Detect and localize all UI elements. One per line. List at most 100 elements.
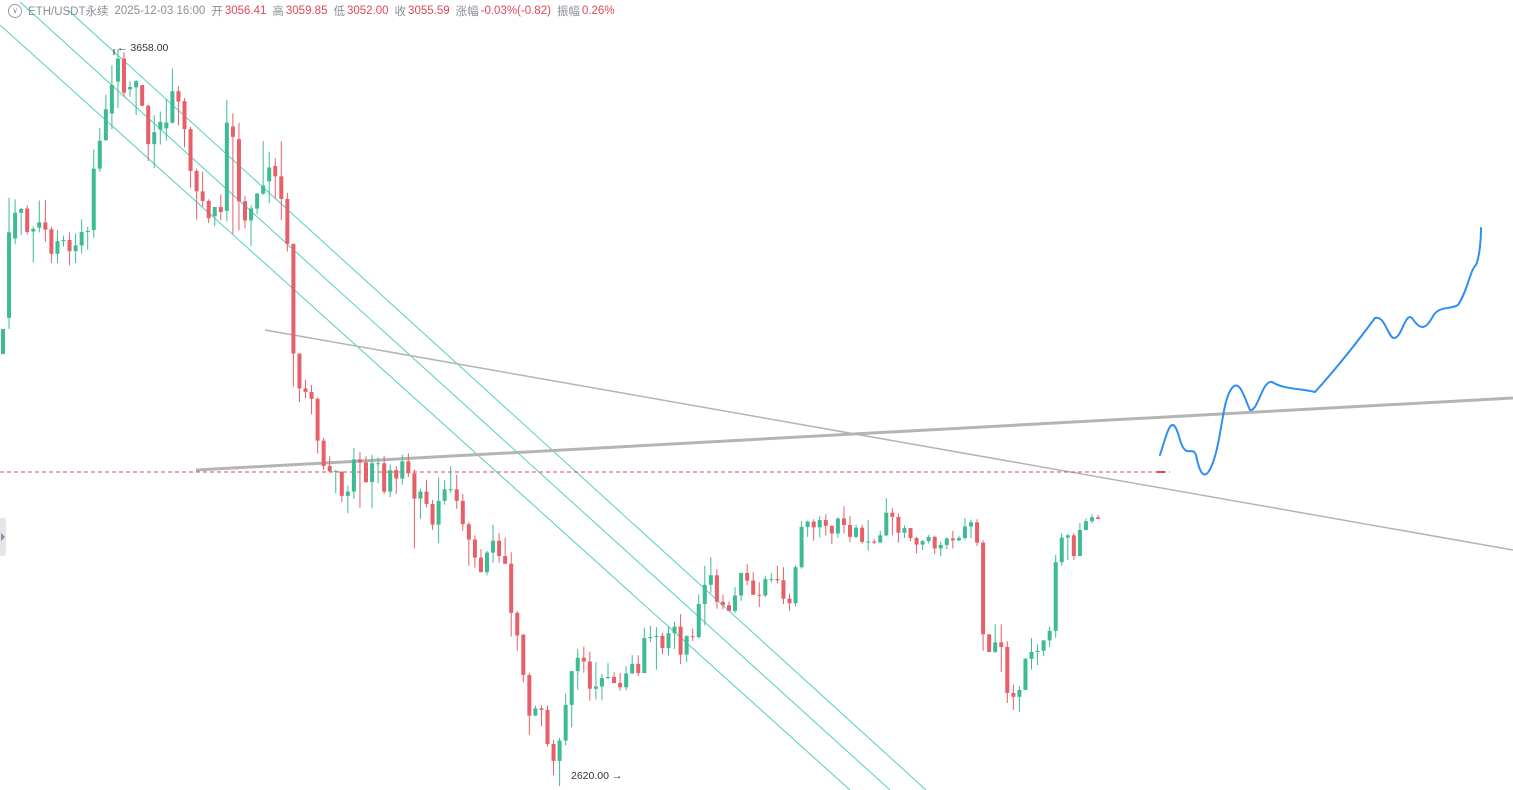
candle-body[interactable] <box>539 708 544 710</box>
candle-body[interactable] <box>273 165 278 177</box>
candle-body[interactable] <box>1083 521 1088 530</box>
candle-body[interactable] <box>624 673 629 688</box>
candle-body[interactable] <box>636 663 641 674</box>
forecast-path[interactable] <box>1159 227 1482 476</box>
candle-body[interactable] <box>938 544 943 549</box>
candle-body[interactable] <box>763 579 768 596</box>
candle-body[interactable] <box>1047 630 1052 641</box>
candle-body[interactable] <box>575 657 580 672</box>
candle-body[interactable] <box>309 391 314 399</box>
candle-body[interactable] <box>73 245 78 252</box>
candle-body[interactable] <box>122 58 126 93</box>
candle-body[interactable] <box>424 491 429 504</box>
candle-body[interactable] <box>436 500 441 525</box>
candle-body[interactable] <box>357 459 362 463</box>
candle-body[interactable] <box>128 86 133 90</box>
candle-body[interactable] <box>581 657 586 662</box>
candle-body[interactable] <box>999 642 1004 647</box>
candle-body[interactable] <box>140 85 145 106</box>
candle-body[interactable] <box>787 598 792 604</box>
candle-body[interactable] <box>878 535 883 543</box>
candle-body[interactable] <box>630 663 635 674</box>
candle-body[interactable] <box>642 638 647 674</box>
candle-body[interactable] <box>194 170 199 192</box>
candle-body[interactable] <box>1 329 5 354</box>
candle-body[interactable] <box>243 201 247 221</box>
candle-body[interactable] <box>1065 535 1070 538</box>
candle-body[interactable] <box>134 81 139 88</box>
candle-body[interactable] <box>303 388 308 392</box>
candle-body[interactable] <box>224 122 229 211</box>
candle-body[interactable] <box>757 594 762 596</box>
candle-body[interactable] <box>557 740 562 761</box>
candle-body[interactable] <box>212 207 217 217</box>
candle-body[interactable] <box>291 243 296 354</box>
candle-body[interactable] <box>182 101 187 130</box>
candle-body[interactable] <box>497 540 502 557</box>
candle-body[interactable] <box>569 671 574 705</box>
candle-body[interactable] <box>25 208 30 232</box>
candle-body[interactable] <box>109 85 114 114</box>
candle-body[interactable] <box>654 635 659 637</box>
candle-body[interactable] <box>327 465 332 472</box>
candle-body[interactable] <box>678 626 683 655</box>
candle-body[interactable] <box>1029 651 1034 659</box>
candle-series[interactable] <box>1 49 1101 787</box>
candle-body[interactable] <box>297 353 302 389</box>
candle-body[interactable] <box>829 525 834 534</box>
candle-body[interactable] <box>400 461 405 479</box>
candle-body[interactable] <box>944 538 949 545</box>
candle-body[interactable] <box>79 231 84 246</box>
candle-body[interactable] <box>606 676 610 679</box>
candle-body[interactable] <box>872 541 877 543</box>
candle-body[interactable] <box>563 704 568 741</box>
candle-body[interactable] <box>503 556 508 564</box>
candle-body[interactable] <box>1023 658 1028 690</box>
candle-body[interactable] <box>146 105 151 145</box>
candle-body[interactable] <box>55 241 60 254</box>
candle-body[interactable] <box>339 471 344 496</box>
candle-body[interactable] <box>412 473 417 499</box>
candle-body[interactable] <box>684 636 689 655</box>
candle-body[interactable] <box>37 222 42 228</box>
candle-body[interactable] <box>835 518 840 534</box>
candle-body[interactable] <box>370 463 375 483</box>
candle-body[interactable] <box>13 212 18 239</box>
candle-body[interactable] <box>727 605 731 611</box>
candle-body[interactable] <box>969 522 973 527</box>
candle-body[interactable] <box>376 463 381 465</box>
candle-body[interactable] <box>666 633 671 649</box>
candle-body[interactable] <box>49 229 54 254</box>
candle-body[interactable] <box>811 521 816 528</box>
candle-body[interactable] <box>466 524 471 540</box>
candle-body[interactable] <box>478 557 483 573</box>
candle-body[interactable] <box>817 520 822 528</box>
candle-body[interactable] <box>908 528 913 539</box>
candle-body[interactable] <box>720 601 725 606</box>
candle-body[interactable] <box>485 552 489 573</box>
ascending-neckline[interactable] <box>195 396 1513 472</box>
candle-body[interactable] <box>690 636 695 638</box>
candle-body[interactable] <box>85 230 90 232</box>
descending-trendline[interactable] <box>264 329 1513 551</box>
candle-body[interactable] <box>515 612 520 636</box>
candle-body[interactable] <box>491 540 496 553</box>
candle-body[interactable] <box>1005 646 1010 693</box>
candle-body[interactable] <box>545 709 550 745</box>
candle-body[interactable] <box>315 398 320 441</box>
candle-body[interactable] <box>364 462 368 483</box>
candle-body[interactable] <box>394 470 399 479</box>
candle-body[interactable] <box>848 525 852 537</box>
candle-body[interactable] <box>1035 650 1040 652</box>
candle-body[interactable] <box>799 526 804 568</box>
channel-line-middle[interactable] <box>19 1 891 790</box>
candle-body[interactable] <box>950 538 955 541</box>
candle-body[interactable] <box>962 526 967 539</box>
candle-body[interactable] <box>1059 537 1064 563</box>
candle-body[interactable] <box>993 642 998 652</box>
candle-body[interactable] <box>660 635 665 649</box>
candle-body[interactable] <box>751 580 756 595</box>
candle-body[interactable] <box>956 538 961 541</box>
